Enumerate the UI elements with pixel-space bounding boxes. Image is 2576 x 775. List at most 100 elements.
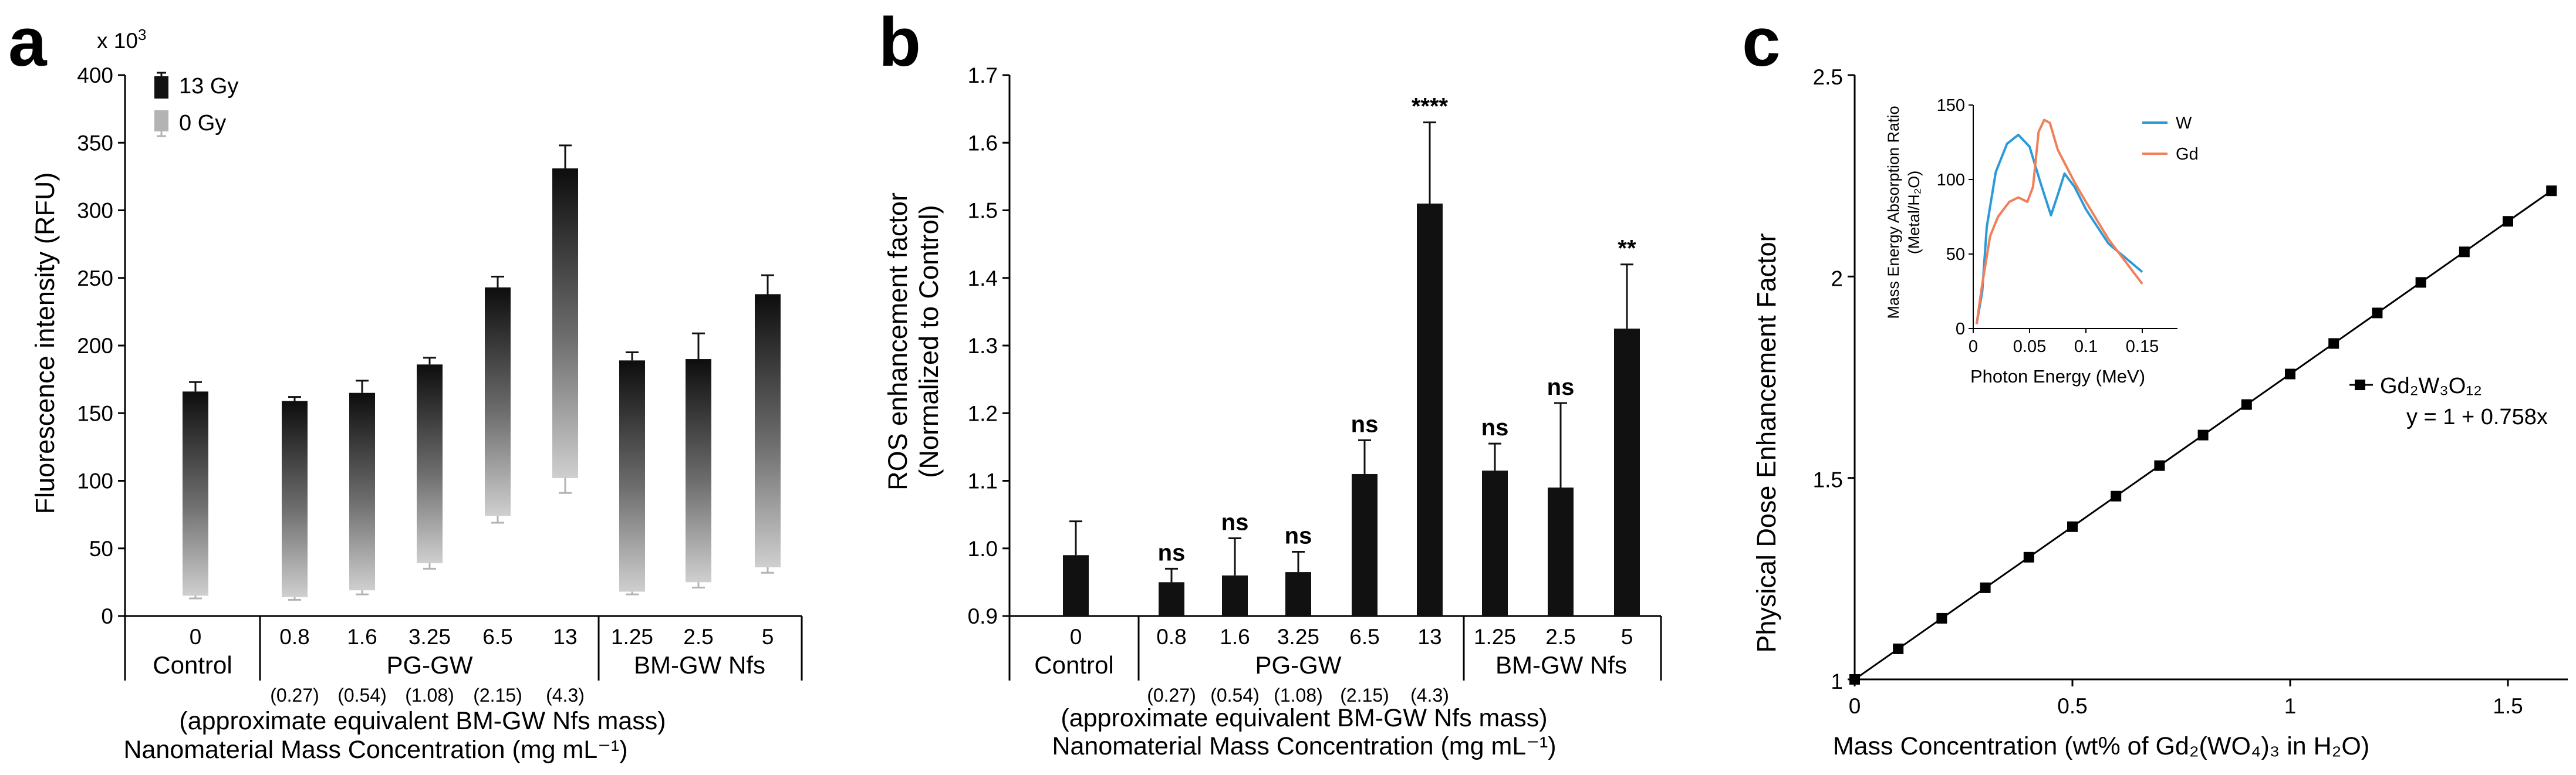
c-data-point — [2372, 307, 2383, 319]
b-significance: ns — [1158, 540, 1186, 566]
b-significance: ** — [1618, 236, 1636, 262]
chart-b-paren-labels: (0.27) (0.54) (1.08) (2.15) (4.3) — [1147, 685, 1449, 706]
c-xtick-label: 1.5 — [2493, 694, 2523, 718]
c-data-point — [2154, 460, 2165, 471]
a-group-control: Control — [153, 651, 232, 679]
b-xtick-3: 3.25 — [1277, 625, 1319, 649]
c-data-point — [2285, 368, 2295, 380]
a-ytick-label: 150 — [77, 401, 113, 425]
chart-c-equation: y = 1 + 0.758x — [2406, 405, 2548, 429]
a-xtick-7: 2.5 — [683, 625, 713, 649]
legend-label-0gy: 0 Gy — [179, 111, 226, 136]
inset-ytick-label: 150 — [1937, 96, 1965, 115]
b-ytick-label: 1.5 — [968, 199, 998, 223]
inset-series — [1975, 119, 2143, 324]
chart-c-ylabel: Physical Dose Enhancement Factor — [1751, 233, 1781, 652]
chart-b: 0.91.01.11.21.31.41.51.61.7 nsnsnsns****… — [883, 63, 1662, 760]
panel-label-a: a — [8, 4, 48, 81]
c-xtick-label: 0 — [1849, 694, 1861, 718]
a-xtick-5: 13 — [553, 625, 577, 649]
a-paren-0: (0.27) — [270, 685, 319, 706]
a-ytick-label: 200 — [77, 334, 113, 358]
a-paren-1: (0.54) — [337, 685, 387, 706]
inset-xlabel: Photon Energy (MeV) — [1970, 366, 2145, 387]
b-xtick-8: 5 — [1621, 625, 1633, 649]
b-ytick-label: 1.6 — [968, 131, 998, 155]
a-xtick-0: 0 — [190, 625, 202, 649]
a-bar-13gy — [485, 287, 511, 516]
chart-c-legend: Gd₂W₃O₁₂ y = 1 + 0.758x — [2349, 374, 2548, 429]
b-bar — [1417, 203, 1443, 617]
b-xtick-5: 13 — [1417, 625, 1441, 649]
chart-b-ylabel2: (Normalized to Control) — [914, 205, 944, 478]
b-paren-1: (0.54) — [1210, 685, 1260, 706]
b-significance: **** — [1412, 94, 1449, 120]
b-xlabel-sub: (approximate equivalent BM-GW Nfs mass) — [1061, 704, 1547, 732]
c-data-point — [2546, 185, 2557, 197]
chart-b-group-dividers — [1008, 616, 1662, 681]
inset-legend-Gd: Gd — [2176, 145, 2199, 164]
a-bar-13gy — [552, 168, 578, 478]
a-group-bmgw: BM-GW Nfs — [634, 651, 765, 679]
a-xtick-1: 0.8 — [279, 625, 309, 649]
b-significance: ns — [1285, 523, 1312, 549]
chart-c: 1 1.5 2 2.5 0 0.5 1 1.5 Physical Dose Enhanceme… — [1751, 65, 2568, 760]
c-data-point — [1849, 674, 1860, 685]
a-paren-3: (2.15) — [473, 685, 522, 706]
c-ytick-label: 2 — [1831, 266, 1843, 290]
a-ytick-label: 250 — [77, 266, 113, 290]
a-xtick-3: 3.25 — [408, 625, 451, 649]
inset-xtick-label: 0.1 — [2074, 337, 2098, 356]
c-data-point — [1980, 582, 1991, 593]
b-xtick-2: 1.6 — [1220, 625, 1250, 649]
chart-a-bars — [183, 144, 781, 601]
chart-c-legend-label: Gd₂W₃O₁₂ — [2380, 374, 2482, 398]
c-data-point — [2067, 521, 2078, 532]
a-xtick-2: 1.6 — [347, 625, 377, 649]
b-ytick-label: 1.1 — [968, 469, 998, 493]
inset-series-Gd — [1975, 119, 2143, 324]
a-bar-13gy — [686, 359, 711, 583]
a-ytick-label: 50 — [89, 537, 113, 561]
panel-label-c: c — [1742, 4, 1781, 81]
chart-b-bars: ns ns ns ns **** ns ns ** — [1063, 94, 1640, 617]
b-xtick-0: 0 — [1070, 625, 1082, 649]
inset-ylabel2: (Metal/H₂O) — [1905, 171, 1923, 255]
c-ytick-label: 2.5 — [1813, 65, 1843, 89]
a-ytick-label: 300 — [77, 199, 113, 223]
a-ytick-label: 0 — [101, 604, 113, 628]
c-ytick-label: 1.5 — [1813, 468, 1843, 492]
b-significance: ns — [1481, 415, 1509, 441]
a-bar-13gy — [349, 392, 375, 591]
c-data-point — [2111, 490, 2122, 502]
inset-ytick-label: 50 — [1946, 245, 1965, 264]
b-paren-3: (2.15) — [1340, 685, 1389, 706]
inset-axes: 0 50 100 150 0 0.05 0.1 0.15 — [1937, 96, 2177, 356]
c-data-point — [2197, 429, 2209, 441]
b-significance: ns — [1547, 374, 1575, 400]
c-data-point — [2241, 399, 2252, 410]
b-bar — [1482, 471, 1508, 616]
b-bar — [1352, 473, 1378, 616]
b-bar — [1159, 582, 1184, 616]
inset-legend-W: W — [2176, 114, 2192, 133]
chart-a-xticks: 0 0.8 1.6 3.25 6.5 13 1.25 2.5 5 — [190, 625, 774, 649]
b-group-control: Control — [1034, 651, 1113, 679]
chart-a-paren-labels: (0.27) (0.54) (1.08) (2.15) (4.3) — [270, 685, 585, 706]
inset-xtick-label: 0.15 — [2126, 337, 2159, 356]
chart-c-series — [1849, 185, 2557, 685]
a-xtick-8: 5 — [762, 625, 774, 649]
a-bar-13gy — [755, 294, 781, 568]
b-xtick-1: 0.8 — [1156, 625, 1186, 649]
inset-ytick-label: 100 — [1937, 171, 1965, 189]
b-ytick-label: 1.7 — [968, 63, 998, 87]
a-ytick-label: 350 — [77, 131, 113, 155]
c-data-point — [2503, 216, 2513, 227]
chart-b-xticks: 0 0.8 1.6 3.25 6.5 13 1.25 2.5 5 — [1070, 625, 1633, 649]
b-xtick-6: 1.25 — [1474, 625, 1516, 649]
b-ytick-label: 1.2 — [968, 401, 998, 425]
c-data-point — [2328, 338, 2339, 349]
b-group-bmgw: BM-GW Nfs — [1495, 651, 1627, 679]
b-paren-0: (0.27) — [1147, 685, 1196, 706]
